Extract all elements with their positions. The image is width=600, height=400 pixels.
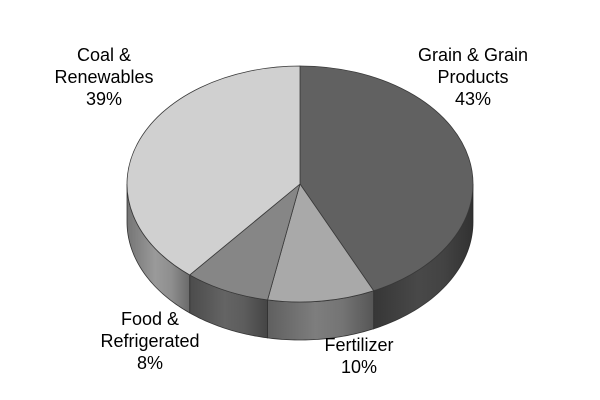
pie-slice-coal-renewables xyxy=(126,65,301,276)
pie-side-grain-grain-products-shade xyxy=(373,184,473,329)
pie-label-line: Coal & xyxy=(77,45,131,65)
pie-label-line: Fertilizer xyxy=(324,335,393,355)
pie-label-line: Grain & Grain xyxy=(418,45,528,65)
pie-label-coal-renewables: Coal & Renewables 39% xyxy=(54,45,153,109)
pie-label-grain-grain-products: Grain & Grain Products 43% xyxy=(418,45,528,109)
pie-label-fertilizer: Fertilizer 10% xyxy=(324,335,393,377)
pie-label-line: Food & xyxy=(121,309,179,329)
pie-side-food-refrigerated-shade xyxy=(189,274,268,338)
pie-label-line: Refrigerated xyxy=(100,331,199,351)
pie-label-value: 39% xyxy=(86,89,122,109)
pie-label-value: 10% xyxy=(341,357,377,377)
pie-label-food-refrigerated: Food & Refrigerated 8% xyxy=(100,309,199,373)
pie-label-value: 8% xyxy=(137,353,163,373)
pie-tops xyxy=(126,65,474,303)
pie-label-line: Products xyxy=(437,67,508,87)
pie-label-value: 43% xyxy=(455,89,491,109)
pie-side-coal-renewables-shade xyxy=(127,184,190,313)
pie-slice-grain-grain-products xyxy=(299,65,474,292)
pie-label-line: Renewables xyxy=(54,67,153,87)
pie-sides xyxy=(126,183,474,341)
pie-slice-fertilizer xyxy=(267,183,375,303)
pie-side-fertilizer-shade xyxy=(267,290,374,340)
pie-labels: Grain & Grain Products 43% Fertilizer 10% Foo… xyxy=(54,45,528,377)
